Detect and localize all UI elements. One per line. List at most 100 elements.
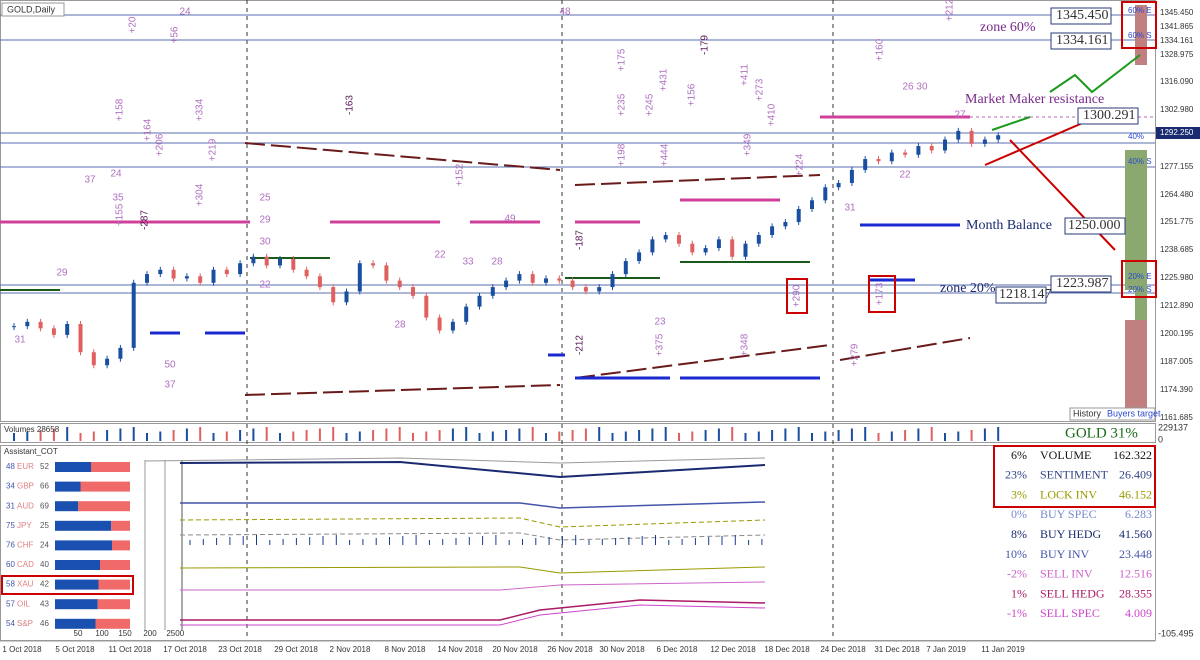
candle bbox=[517, 274, 522, 281]
cot-label: Assistant_COT bbox=[4, 447, 58, 456]
date-label: 5 Oct 2018 bbox=[55, 645, 95, 654]
table-pct: 3% bbox=[1011, 487, 1027, 501]
table-pct: 8% bbox=[1011, 527, 1027, 541]
cot-rows: 48 EUR 52 34 GBP 66 31 AUD 69 75 JPY 25 76 CHF 24 60 CAD… bbox=[6, 462, 763, 638]
date-label: 14 Nov 2018 bbox=[437, 645, 483, 654]
volume-bar bbox=[678, 433, 680, 441]
table-name: BUY HEDG bbox=[1040, 527, 1102, 541]
candle bbox=[889, 152, 894, 162]
annotation: 31 bbox=[844, 203, 856, 214]
volume-axis: 0 bbox=[1158, 434, 1163, 444]
volume-bar bbox=[744, 433, 747, 441]
candle bbox=[91, 352, 96, 366]
date-label: 29 Oct 2018 bbox=[274, 645, 318, 654]
candle bbox=[397, 280, 402, 288]
candle bbox=[464, 306, 469, 322]
date-label: 12 Dec 2018 bbox=[710, 645, 756, 654]
cot-long: 57 bbox=[6, 599, 15, 608]
cot-lines bbox=[144, 457, 766, 630]
candle bbox=[969, 130, 974, 144]
annotation: +273 bbox=[755, 78, 766, 101]
price-label: 1334.161 bbox=[1160, 36, 1194, 45]
annotation: +198 bbox=[617, 143, 628, 166]
volume-bar bbox=[345, 433, 348, 441]
candle bbox=[145, 274, 149, 283]
table-pct: 6% bbox=[1011, 448, 1027, 462]
resistance-label: Market Maker resistance bbox=[965, 92, 1104, 107]
symbol-box bbox=[1, 2, 65, 17]
table-pct: -2% bbox=[1007, 567, 1027, 581]
volume-bar bbox=[119, 428, 122, 441]
cot-name: CAD bbox=[17, 560, 34, 569]
history[interactable]: History bbox=[1073, 408, 1102, 418]
candle bbox=[637, 252, 642, 262]
candle bbox=[317, 276, 322, 288]
annotations: +158 +164+206 +334 +219 -163 +235 +245 +156 +431… bbox=[14, 0, 966, 391]
volume-bar bbox=[92, 431, 95, 441]
annotation: 22 bbox=[899, 170, 911, 181]
level-label: 1218.147 bbox=[999, 287, 1052, 302]
cot-name: GBP bbox=[17, 482, 34, 491]
volume-bar bbox=[372, 430, 375, 441]
price-label: 1200.195 bbox=[1160, 329, 1194, 338]
buyers-target[interactable]: Buyers target bbox=[1107, 408, 1161, 418]
cot-short: 43 bbox=[40, 599, 49, 608]
annotation: +348 bbox=[740, 333, 751, 356]
table-name: BUY INV bbox=[1040, 547, 1090, 561]
table-name: BUY SPEC bbox=[1040, 507, 1097, 521]
table-value: 28.355 bbox=[1119, 586, 1152, 600]
date-label: 23 Oct 2018 bbox=[218, 645, 262, 654]
candle bbox=[849, 169, 854, 183]
cot-long: 54 bbox=[6, 619, 15, 628]
volume-label: Volumes 28658 bbox=[4, 425, 60, 434]
cot-long: 75 bbox=[6, 521, 15, 530]
date-label: 6 Dec 2018 bbox=[657, 645, 698, 654]
candle bbox=[211, 269, 216, 283]
annotation: 37 bbox=[164, 380, 176, 391]
table-name: LOCK INV bbox=[1040, 487, 1097, 501]
volume-bar bbox=[199, 427, 202, 441]
candle bbox=[610, 274, 615, 288]
annotation: +349 bbox=[743, 133, 754, 156]
candle bbox=[450, 321, 455, 331]
volume-bar bbox=[412, 433, 414, 441]
cot-long: 34 bbox=[6, 482, 15, 491]
candle bbox=[504, 280, 509, 288]
volume-bar bbox=[465, 427, 468, 441]
price-axis: 1345.450 1341.865 1334.161 1328.975 1316.090… bbox=[1128, 6, 1200, 422]
volume-bar bbox=[478, 433, 481, 441]
annotation: +158 bbox=[115, 98, 126, 121]
volume-bar bbox=[531, 427, 534, 441]
cot-scale: 100 bbox=[95, 629, 109, 638]
table-name: SENTIMENT bbox=[1040, 468, 1109, 482]
table-pct: 1% bbox=[1011, 586, 1027, 600]
zone-tag: 40% bbox=[1128, 132, 1144, 141]
volume-bar bbox=[558, 431, 561, 441]
candle bbox=[38, 321, 43, 329]
level-label: 1223.987 bbox=[1056, 276, 1109, 291]
candle bbox=[583, 287, 588, 292]
candle bbox=[982, 139, 987, 144]
volume-bar bbox=[638, 430, 641, 441]
cot-name: EUR bbox=[17, 462, 34, 471]
price-label: 1225.980 bbox=[1160, 273, 1194, 282]
volume-bar bbox=[717, 428, 720, 441]
date-label: 1 Oct 2018 bbox=[2, 645, 42, 654]
annotation: +173 bbox=[875, 282, 886, 305]
volume-bar bbox=[398, 427, 401, 441]
main-frame bbox=[0, 0, 1156, 422]
volume-bar bbox=[877, 433, 880, 441]
cot-long: 48 bbox=[6, 462, 15, 471]
volume-bar bbox=[757, 431, 760, 441]
cot-long-bar bbox=[55, 618, 96, 629]
cot-long-bar bbox=[55, 520, 112, 531]
date-label: 31 Dec 2018 bbox=[874, 645, 920, 654]
cot-table: 6% VOLUME 162.322 23% SENTIMENT 26.409 3% LOCK … bbox=[1005, 448, 1152, 620]
candle bbox=[703, 248, 708, 253]
annotation: 48 bbox=[559, 7, 571, 18]
cot-short-bar bbox=[100, 560, 130, 570]
table-value: 4.009 bbox=[1125, 606, 1152, 620]
level-segments bbox=[0, 115, 971, 396]
cot-name: JPY bbox=[17, 521, 32, 530]
